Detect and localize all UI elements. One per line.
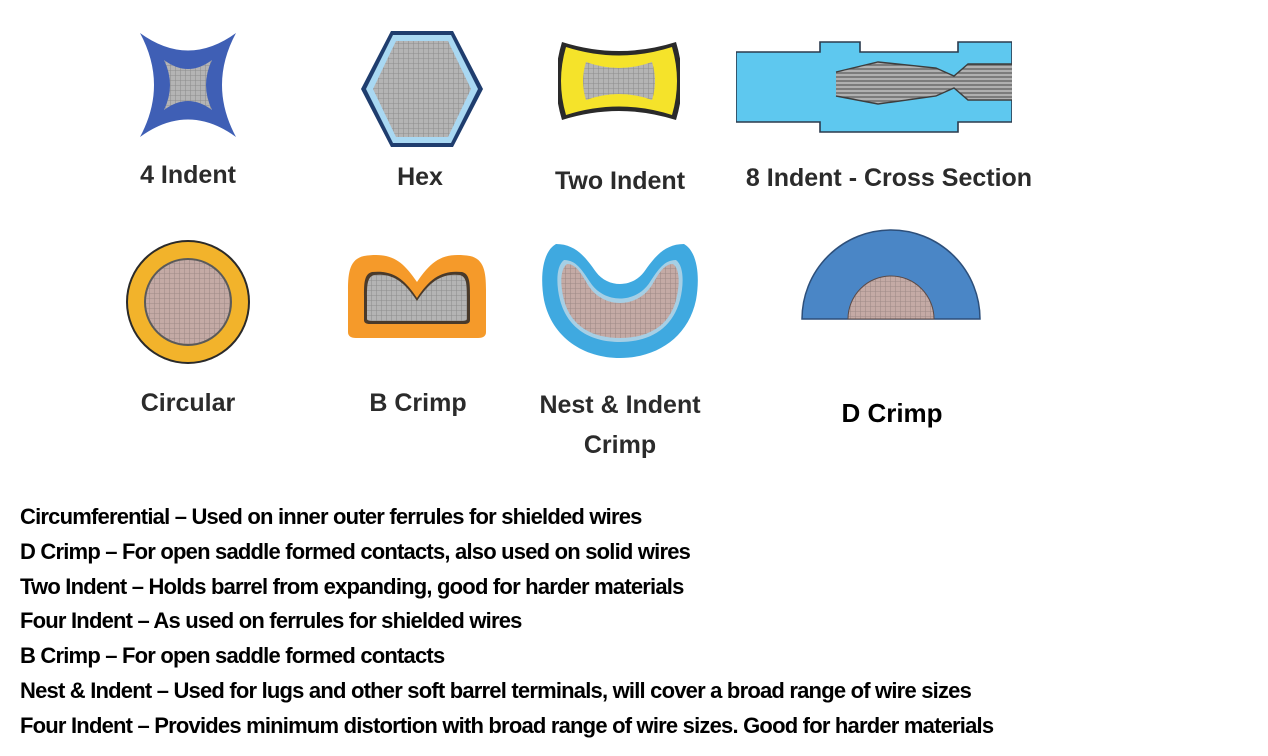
circular-icon	[126, 240, 250, 364]
crimp-label-hex: Hex	[397, 163, 443, 191]
description-two-indent: Two Indent – Holds barrel from expanding…	[20, 573, 684, 599]
eight-indent-cross-section-icon	[736, 41, 1012, 133]
two-indent-icon	[558, 42, 680, 120]
description-four-indent-distortion: Four Indent – Provides minimum distortio…	[20, 712, 994, 738]
description-b-crimp: B Crimp – For open saddle formed contact…	[20, 643, 445, 669]
hex-icon	[361, 31, 483, 147]
description-circumferential: Circumferential – Used on inner outer fe…	[20, 504, 642, 529]
nest-indent-icon	[542, 244, 698, 358]
description-d-crimp: D Crimp – For open saddle formed contact…	[20, 538, 691, 564]
four-indent-icon	[140, 33, 236, 137]
crimp-label-nest-indent-line2: Crimp	[583, 431, 657, 459]
crimp-label-two-indent: Two Indent	[554, 167, 686, 195]
crimp-label-nest-indent-line1: Nest & Indent	[539, 391, 701, 419]
crimp-description-list: Circumferential – Used on inner outer fe…	[20, 500, 994, 744]
crimp-label-circular: Circular	[140, 389, 236, 417]
crimp-label-b-crimp: B Crimp	[369, 389, 467, 417]
crimp-label-d-crimp: D Crimp	[841, 398, 943, 428]
crimp-label-four-indent: 4 Indent	[140, 161, 236, 189]
crimp-label-eight-indent: 8 Indent - Cross Section	[745, 164, 1033, 192]
description-nest-indent: Nest & Indent – Used for lugs and other …	[20, 677, 972, 703]
description-four-indent-ferrules: Four Indent – As used on ferrules for sh…	[20, 608, 522, 634]
crimp-label-nest-indent: Nest & Indent Crimp	[510, 385, 730, 465]
b-crimp-icon	[348, 255, 486, 338]
d-crimp-icon	[801, 229, 981, 320]
